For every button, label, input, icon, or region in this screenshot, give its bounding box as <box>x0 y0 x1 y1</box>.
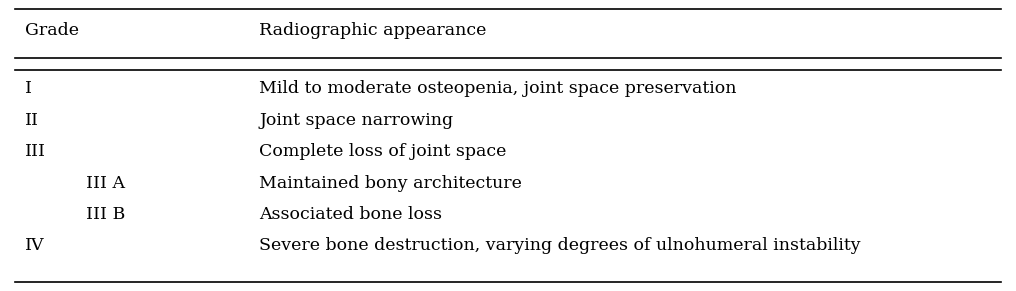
Text: III B: III B <box>86 206 126 223</box>
Text: IV: IV <box>25 237 45 254</box>
Text: Grade: Grade <box>25 22 79 39</box>
Text: III A: III A <box>86 175 125 191</box>
Text: I: I <box>25 80 33 97</box>
Text: Maintained bony architecture: Maintained bony architecture <box>259 175 522 191</box>
Text: Severe bone destruction, varying degrees of ulnohumeral instability: Severe bone destruction, varying degrees… <box>259 237 861 254</box>
Text: Associated bone loss: Associated bone loss <box>259 206 442 223</box>
Text: Joint space narrowing: Joint space narrowing <box>259 112 453 129</box>
Text: Complete loss of joint space: Complete loss of joint space <box>259 143 506 160</box>
Text: III: III <box>25 143 47 160</box>
Text: II: II <box>25 112 40 129</box>
Text: Radiographic appearance: Radiographic appearance <box>259 22 487 39</box>
Text: Mild to moderate osteopenia, joint space preservation: Mild to moderate osteopenia, joint space… <box>259 80 737 97</box>
